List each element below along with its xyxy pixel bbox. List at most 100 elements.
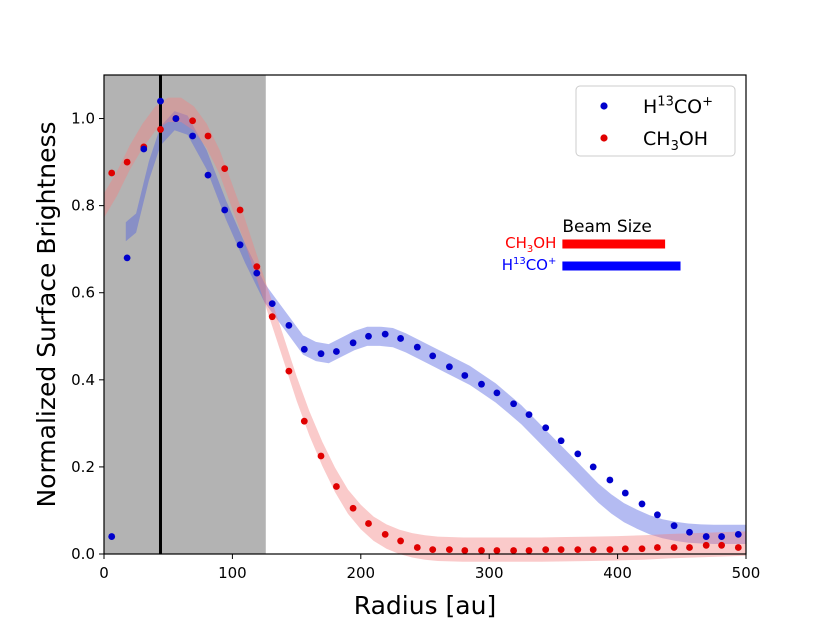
data-point-ch3oh bbox=[429, 546, 437, 554]
data-point-h13co bbox=[638, 500, 646, 508]
data-point-ch3oh bbox=[478, 547, 485, 554]
data-point-h13co bbox=[493, 389, 501, 397]
plot-frame bbox=[103, 74, 747, 555]
data-point-ch3oh bbox=[493, 547, 501, 554]
data-point-ch3oh bbox=[510, 547, 517, 554]
data-point-h13co bbox=[542, 424, 550, 432]
data-point-h13co bbox=[108, 533, 116, 540]
data-point-h13co bbox=[123, 254, 131, 262]
data-point-h13co bbox=[365, 332, 372, 340]
data-point-h13co bbox=[140, 145, 148, 153]
data-point-h13co bbox=[189, 132, 196, 140]
data-point-h13co bbox=[702, 533, 710, 540]
data-point-h13co bbox=[686, 528, 693, 536]
x-tick-label: 0 bbox=[99, 564, 109, 582]
data-point-ch3oh bbox=[542, 546, 550, 554]
data-point-h13co bbox=[654, 511, 661, 519]
data-point-h13co bbox=[606, 476, 614, 484]
x-tick-label: 100 bbox=[218, 564, 247, 582]
tick-labels: 0 100 200 300 400 500 0.0 0.2 0.4 0.6 0.8 1.0 bbox=[71, 110, 760, 582]
data-point-ch3oh bbox=[702, 541, 710, 549]
data-point-h13co bbox=[236, 241, 244, 249]
data-point-h13co bbox=[172, 115, 180, 122]
data-point-h13co bbox=[574, 450, 582, 458]
data-point-ch3oh bbox=[381, 531, 389, 538]
data-point-ch3oh bbox=[333, 483, 340, 490]
data-point-ch3oh bbox=[253, 263, 261, 270]
data-point-ch3oh bbox=[445, 546, 453, 554]
data-point-ch3oh bbox=[606, 546, 614, 554]
data-point-h13co bbox=[670, 522, 678, 530]
data-point-h13co bbox=[478, 380, 485, 388]
data-point-h13co bbox=[221, 206, 229, 214]
data-point-ch3oh bbox=[349, 504, 357, 512]
x-tick-label: 500 bbox=[732, 564, 761, 582]
data-point-ch3oh bbox=[236, 206, 244, 214]
y-tick-label: 0.8 bbox=[71, 197, 95, 215]
data-point-ch3oh bbox=[285, 367, 293, 375]
y-tick-label: 0.2 bbox=[71, 458, 95, 476]
data-point-h13co bbox=[510, 400, 517, 408]
data-point-ch3oh bbox=[204, 132, 212, 140]
data-point-ch3oh bbox=[638, 545, 646, 553]
y-tick-label: 0.6 bbox=[71, 284, 95, 302]
y-axis-label: Normalized Surface Brightness bbox=[32, 121, 61, 507]
data-point-ch3oh bbox=[397, 537, 405, 545]
data-point-ch3oh bbox=[157, 126, 164, 133]
axis-labels: Radius [au] Normalized Surface Brightnes… bbox=[32, 121, 496, 620]
data-point-ch3oh bbox=[300, 417, 308, 425]
x-tick-label: 300 bbox=[475, 564, 504, 582]
x-tick-label: 200 bbox=[346, 564, 375, 582]
data-point-h13co bbox=[589, 463, 597, 471]
legend-label-ch3oh: CH3OH bbox=[643, 128, 708, 154]
data-point-h13co bbox=[333, 348, 340, 355]
axes bbox=[99, 74, 747, 559]
data-point-h13co bbox=[204, 171, 212, 179]
data-point-ch3oh bbox=[365, 520, 372, 527]
data-point-h13co bbox=[621, 489, 629, 497]
data-point-ch3oh bbox=[221, 165, 229, 173]
data-point-ch3oh bbox=[108, 169, 116, 177]
legend: H13CO+ CH3OH bbox=[575, 85, 736, 157]
data-point-h13co bbox=[157, 97, 164, 105]
legend-box bbox=[575, 85, 736, 157]
y-tick-label: 1.0 bbox=[71, 110, 95, 128]
data-point-h13co bbox=[557, 437, 565, 445]
data-point-h13co bbox=[429, 352, 437, 360]
data-point-ch3oh bbox=[461, 547, 469, 554]
data-point-h13co bbox=[734, 531, 742, 538]
legend-label-h13co: H13CO+ bbox=[643, 94, 713, 118]
data-point-h13co bbox=[268, 300, 276, 308]
y-tick-label: 0.0 bbox=[71, 545, 95, 563]
data-point-ch3oh bbox=[123, 158, 131, 166]
data-point-ch3oh bbox=[589, 546, 597, 554]
data-point-h13co bbox=[397, 335, 405, 342]
data-point-ch3oh bbox=[413, 544, 421, 551]
y-tick-label: 0.4 bbox=[71, 371, 95, 389]
data-point-h13co bbox=[718, 533, 726, 540]
data-point-ch3oh bbox=[654, 544, 661, 551]
data-point-ch3oh bbox=[621, 545, 629, 553]
data-point-ch3oh bbox=[525, 547, 533, 554]
data-point-ch3oh bbox=[574, 546, 582, 554]
data-point-ch3oh bbox=[670, 544, 678, 551]
data-point-h13co bbox=[525, 411, 533, 419]
data-point-h13co bbox=[253, 269, 261, 277]
data-point-h13co bbox=[349, 339, 357, 347]
data-point-ch3oh bbox=[557, 546, 565, 554]
x-axis-label: Radius [au] bbox=[354, 591, 496, 620]
beam-label-h13co: H13CO+ bbox=[502, 256, 557, 274]
beam-size-title: Beam Size bbox=[562, 217, 651, 237]
data-point-h13co bbox=[461, 372, 469, 379]
legend-marker bbox=[600, 102, 608, 110]
data-point-ch3oh bbox=[317, 452, 325, 460]
x-tick-label: 400 bbox=[603, 564, 632, 582]
data-point-h13co bbox=[317, 350, 325, 358]
data-point-h13co bbox=[445, 363, 453, 371]
data-point-ch3oh bbox=[734, 544, 742, 551]
data-point-ch3oh bbox=[718, 541, 726, 549]
data-point-ch3oh bbox=[268, 313, 276, 321]
data-points bbox=[108, 97, 742, 554]
